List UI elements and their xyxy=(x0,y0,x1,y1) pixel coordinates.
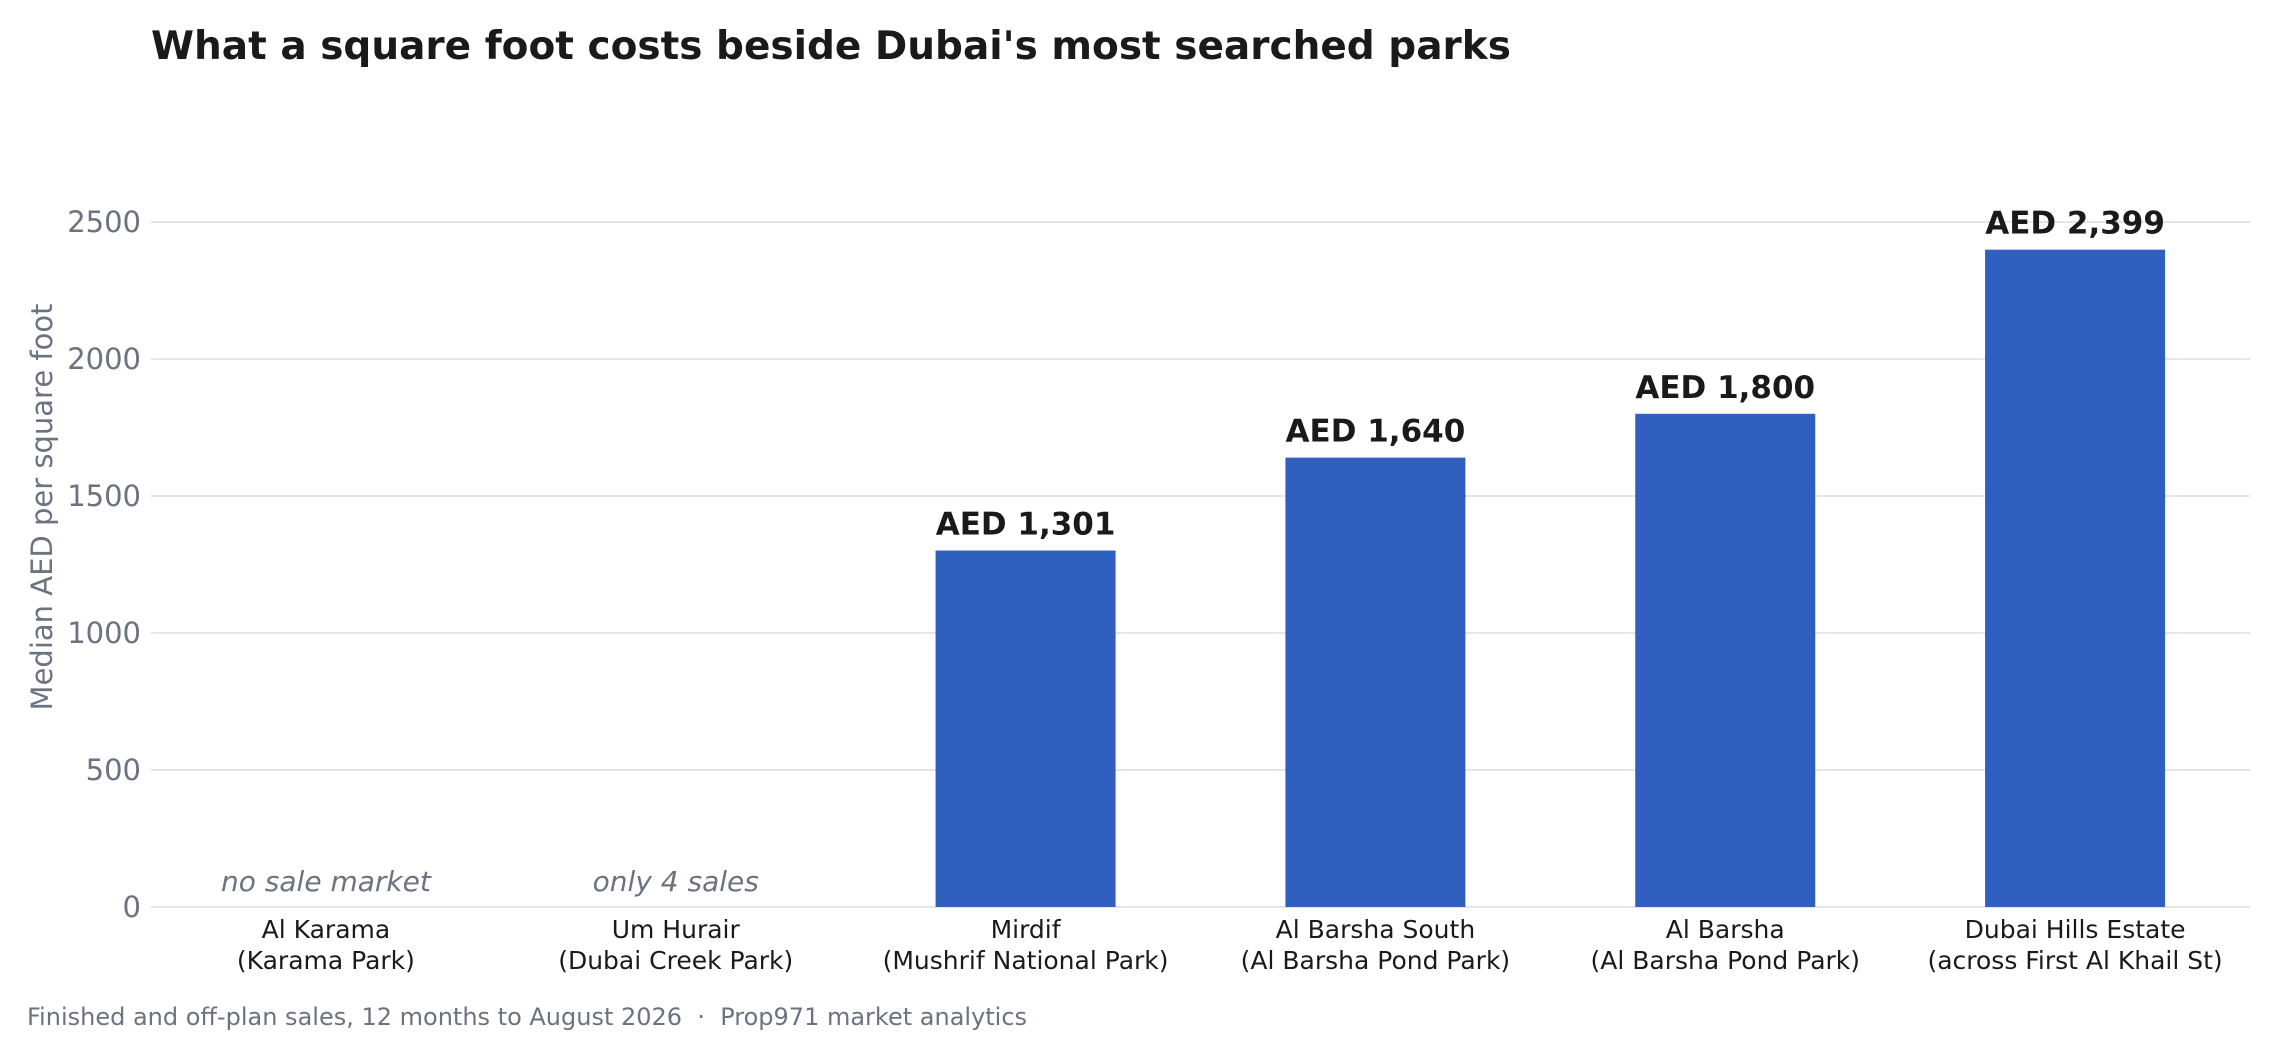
bar-value-label: AED 1,640 xyxy=(1286,414,1466,450)
x-tick-label: Al Karama xyxy=(262,915,391,944)
chart-footnote: Finished and off-plan sales, 12 months t… xyxy=(27,1003,1027,1031)
y-tick-label: 1500 xyxy=(67,479,141,513)
x-tick-label: (Mushrif National Park) xyxy=(883,946,1169,975)
x-tick-label: Al Barsha xyxy=(1666,915,1785,944)
x-tick-label: Al Barsha South xyxy=(1276,915,1476,944)
data-labels: AED 1,301 AED 1,640 AED 1,800 AED 2,399 xyxy=(936,206,2165,543)
bar-annotation: only 4 sales xyxy=(593,865,759,898)
annotations: no sale market only 4 sales xyxy=(221,865,759,898)
x-tick-label: Dubai Hills Estate xyxy=(1965,915,2186,944)
y-tick-label: 1000 xyxy=(67,616,141,650)
bar xyxy=(935,550,1116,907)
x-axis-ticks: Al Karama(Karama Park) Um Hurair(Dubai Cr… xyxy=(237,915,2223,975)
gridlines xyxy=(151,221,2250,908)
x-tick-label: (Karama Park) xyxy=(237,946,415,975)
bar-value-label: AED 2,399 xyxy=(1985,206,2165,242)
bar-value-label: AED 1,800 xyxy=(1635,370,1815,406)
y-tick-label: 500 xyxy=(86,753,141,787)
bar-value-label: AED 1,301 xyxy=(936,507,1116,543)
y-tick-label: 2500 xyxy=(67,205,141,239)
bar xyxy=(1635,413,1816,907)
y-axis-label: Median AED per square foot xyxy=(25,304,59,711)
x-tick-label: (Al Barsha Pond Park) xyxy=(1590,946,1860,975)
x-tick-label: Mirdif xyxy=(991,915,1062,944)
x-tick-label: Um Hurair xyxy=(612,915,741,944)
x-tick-label: (Al Barsha Pond Park) xyxy=(1241,946,1511,975)
y-axis-ticks: 0 500 1000 1500 2000 2500 xyxy=(67,205,141,924)
y-tick-label: 2000 xyxy=(67,342,141,376)
bar-annotation: no sale market xyxy=(221,865,432,898)
bar xyxy=(1985,249,2166,907)
chart-title: What a square foot costs beside Dubai's … xyxy=(151,24,1511,69)
bars xyxy=(935,249,2166,907)
y-tick-label: 0 xyxy=(123,890,141,924)
x-tick-label: (across First Al Khail St) xyxy=(1927,946,2222,975)
x-tick-label: (Dubai Creek Park) xyxy=(558,946,793,975)
bar xyxy=(1285,457,1466,907)
